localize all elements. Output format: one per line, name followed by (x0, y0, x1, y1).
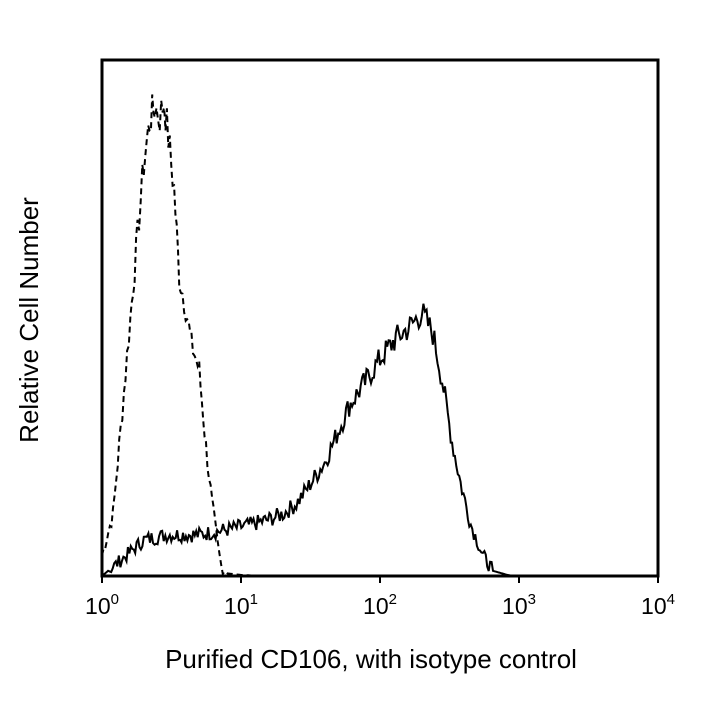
series-line-0 (101, 94, 262, 577)
x-tick-label-2: 102 (363, 591, 397, 619)
x-tick-layer: 100 101 102 103 104 (85, 576, 675, 619)
x-axis-title: Purified CD106, with isotype control (165, 644, 577, 674)
x-tick-label-0: 100 (85, 591, 119, 619)
series-layer (101, 94, 513, 577)
y-axis-title: Relative Cell Number (14, 197, 44, 443)
x-tick-label-3: 103 (502, 591, 536, 619)
x-tick-label-1: 101 (224, 591, 258, 619)
series-line-1 (101, 303, 513, 577)
plot-frame (100, 58, 660, 578)
x-tick-label-4: 104 (641, 591, 675, 619)
